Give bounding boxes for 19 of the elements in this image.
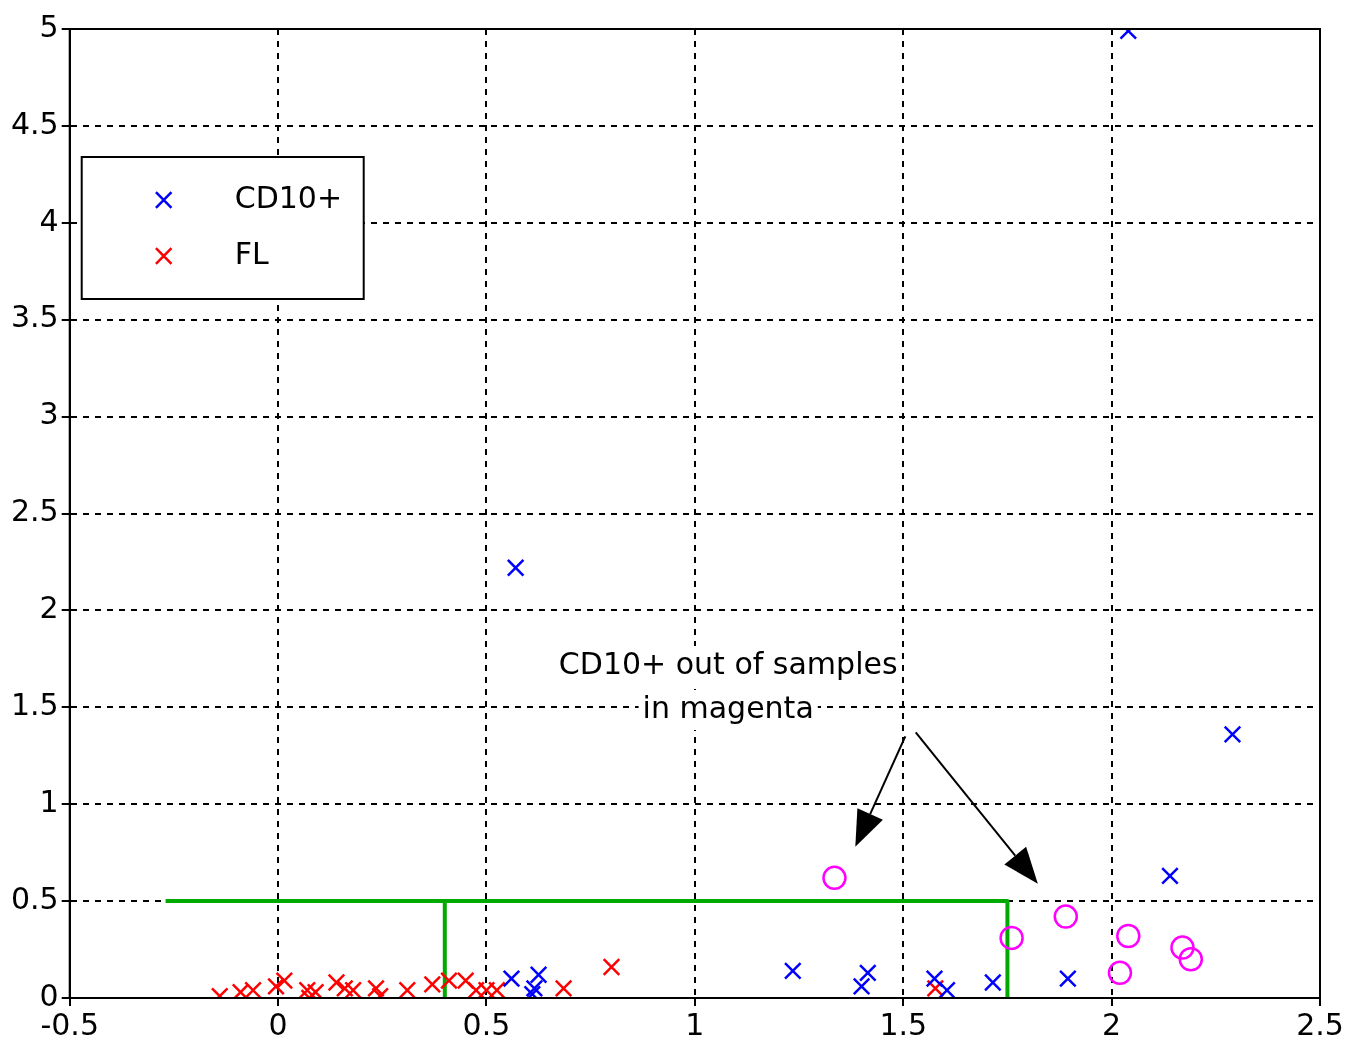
y-tick-label: 4.5: [10, 105, 59, 141]
annotation: CD10+ out of samples in magenta: [558, 645, 898, 725]
y-tick-label: 3: [39, 396, 59, 432]
y-tick-label: 4: [39, 202, 59, 238]
y-tick-label: 0.5: [10, 880, 59, 916]
y-tick-label: 2: [39, 590, 59, 626]
y-tick-label: 1.5: [10, 687, 59, 723]
x-tick-label: 2.5: [1296, 1006, 1344, 1042]
legend-label: CD10+: [234, 179, 343, 215]
legend-label: FL: [234, 235, 269, 271]
y-tick-label: 5: [39, 8, 59, 44]
x-tick-label: 1: [685, 1006, 705, 1042]
y-tick-label: 2.5: [10, 493, 59, 529]
x-tick-label: 1.5: [879, 1006, 928, 1042]
x-tick-label: 2: [1102, 1006, 1122, 1042]
x-tick-label: 0: [268, 1006, 288, 1042]
y-tick-label: 1: [39, 784, 59, 819]
x-tick-label: 0.5: [462, 1006, 511, 1042]
y-tick-label: 3.5: [10, 299, 59, 335]
